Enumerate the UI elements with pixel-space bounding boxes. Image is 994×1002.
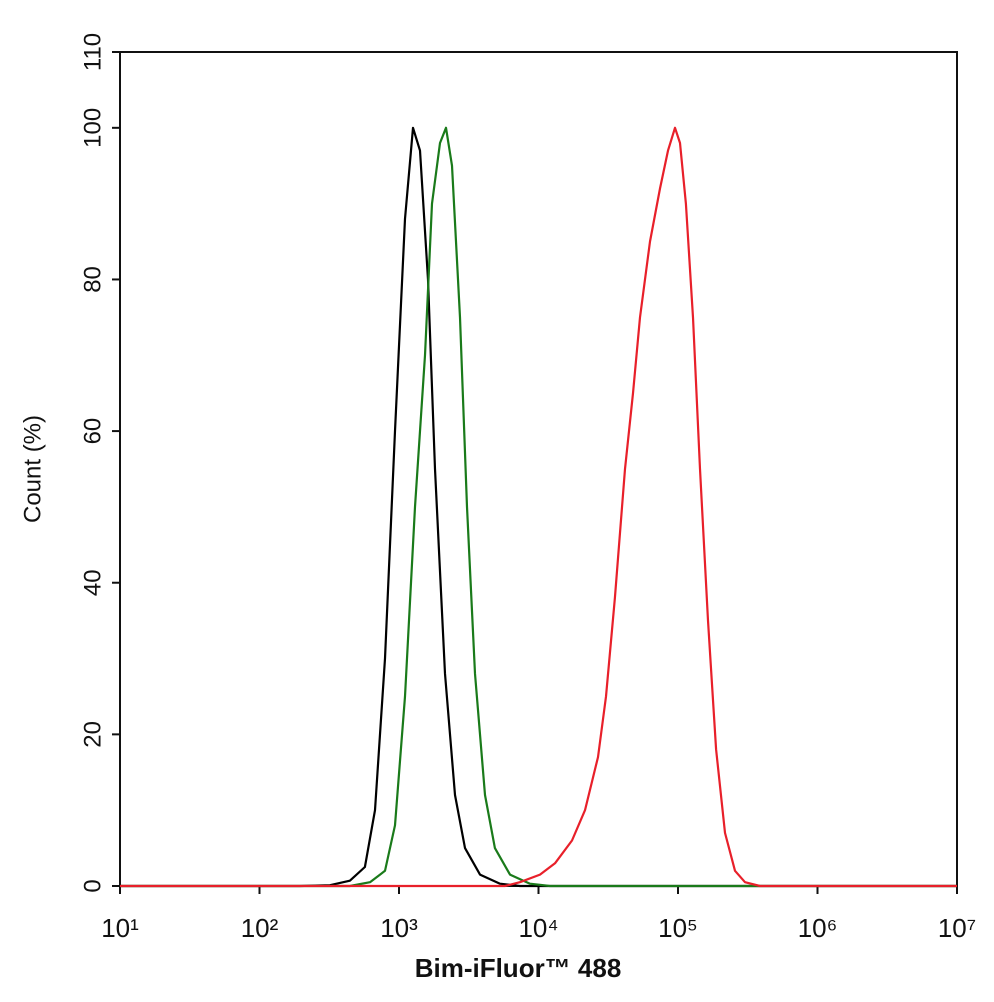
x-axis-label: Bim-iFluor™ 488: [415, 953, 622, 983]
x-tick-label: 10³: [380, 913, 418, 943]
y-tick-label: 0: [79, 879, 106, 892]
y-tick-label: 60: [79, 418, 106, 445]
x-tick-label: 10²: [241, 913, 279, 943]
histogram-line: [120, 126, 957, 888]
x-tick-label: 10⁷: [938, 913, 976, 943]
x-tick-label: 10⁵: [658, 913, 698, 943]
y-tick-label: 100: [79, 108, 106, 148]
y-tick-label: 20: [79, 721, 106, 748]
histogram-line: [120, 126, 957, 888]
y-tick-label: 40: [79, 569, 106, 596]
y-tick-label: 80: [79, 266, 106, 293]
x-tick-label: 10⁴: [518, 913, 558, 943]
y-tick-label: 110: [79, 33, 106, 71]
plot-frame: [119, 51, 958, 887]
x-tick-label: 10⁶: [798, 913, 838, 943]
y-axis-label: Count (%): [19, 415, 46, 523]
histogram-line: [120, 126, 957, 888]
x-tick-label: 10¹: [101, 913, 139, 943]
